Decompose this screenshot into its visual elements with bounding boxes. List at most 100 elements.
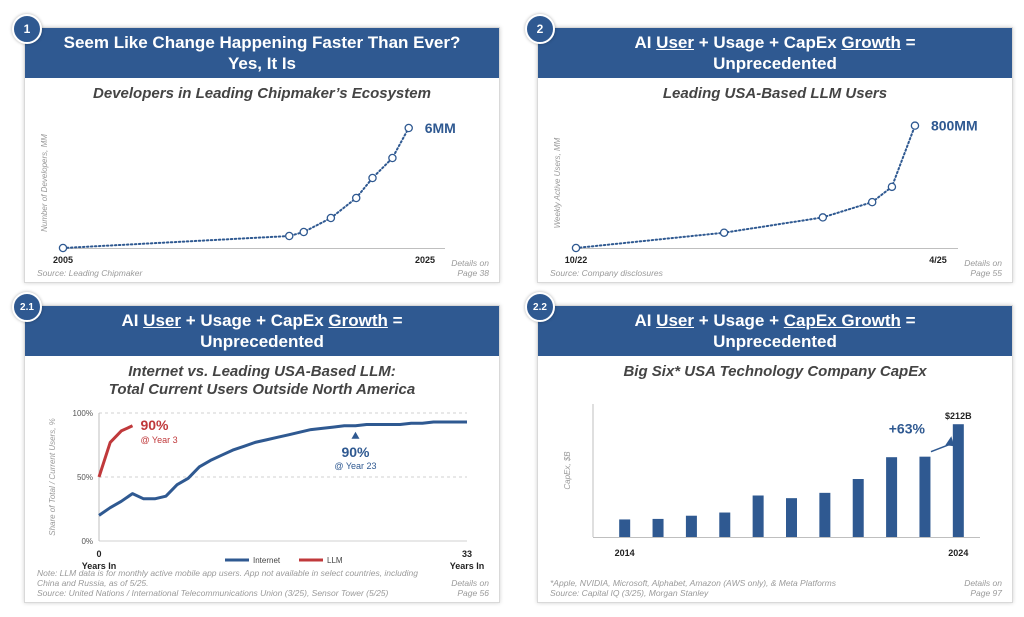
panel-2-subtitle: Leading USA-Based LLM Users bbox=[662, 85, 888, 102]
panel-3-details-line2: Page 56 bbox=[457, 588, 489, 598]
llm-users-point-1 bbox=[719, 228, 729, 237]
developers-point-5 bbox=[368, 173, 377, 183]
panel-1-header: Seem Like Change Happening Faster Than E… bbox=[25, 28, 499, 78]
panel-4-header-line1: AI User + Usage + CapEx Growth = bbox=[634, 310, 915, 331]
developers-point-0 bbox=[58, 243, 68, 253]
panel-4-header-part-c: + Usage + bbox=[693, 311, 784, 330]
capex-growth-arrowhead bbox=[945, 436, 955, 447]
panel-1-subtitle: Developers in Leading Chipmaker’s Ecosys… bbox=[93, 85, 431, 102]
developers-point-3 bbox=[326, 213, 336, 223]
llm-users-x-tick-start: 10/22 bbox=[565, 255, 588, 265]
developers-point-7 bbox=[404, 123, 413, 133]
internet-annotation-arrow bbox=[351, 431, 360, 439]
panel-4-badge: 2.2 bbox=[525, 292, 555, 322]
panel-1-header-line2: Yes, It Is bbox=[227, 54, 297, 73]
internet-llm-y-axis-label: Share of Total / Current Users, % bbox=[48, 418, 57, 536]
capex-bar-2018 bbox=[752, 495, 764, 537]
panel-2-header-part-b: User bbox=[656, 33, 694, 52]
panel-4-details-line2: Page 97 bbox=[970, 588, 1002, 598]
capex-bar-2017 bbox=[719, 512, 731, 537]
internet-llm-series-llm bbox=[97, 424, 134, 478]
internet-annotation-year: @ Year 23 bbox=[334, 461, 376, 471]
panel-1-header-line1: Seem Like Change Happening Faster Than E… bbox=[63, 33, 461, 52]
panel-1-source: Source: Leading Chipmaker bbox=[37, 268, 143, 278]
panel-2-details: Details on Page 55 bbox=[964, 258, 1002, 278]
capex-bar-2016 bbox=[685, 515, 697, 537]
capex-bar-2015 bbox=[652, 518, 664, 537]
capex-x-tick-start: 2014 bbox=[615, 548, 635, 558]
internet-vs-llm-chart: Share of Total / Current Users, % 100% 50%… bbox=[48, 409, 485, 571]
capex-growth-arrow-line bbox=[930, 443, 951, 453]
panel-1-details-line1: Details on bbox=[451, 258, 489, 268]
internet-llm-series-internet bbox=[98, 420, 467, 517]
internet-llm-y-tick-2: 0% bbox=[81, 537, 93, 546]
panel-3-header-part-b: User bbox=[143, 311, 181, 330]
panel-1-badge: 1 bbox=[12, 14, 42, 44]
panel-llm-users: AI User + Usage + CapEx Growth = Unprece… bbox=[537, 27, 1013, 283]
developers-series-line bbox=[62, 127, 410, 249]
llm-users-point-4 bbox=[887, 182, 897, 192]
capex-bar-2019 bbox=[786, 498, 797, 537]
panel-2-header-line1: AI User + Usage + CapEx Growth = bbox=[634, 32, 915, 53]
panel-4-details-line1: Details on bbox=[964, 578, 1002, 588]
capex-x-tick-end: 2024 bbox=[948, 548, 968, 558]
internet-llm-x-tick-end: 33 bbox=[462, 549, 472, 559]
panel-3-subtitle-line1: Internet vs. Leading USA-Based LLM: bbox=[128, 363, 396, 380]
capex-growth-label: +63% bbox=[889, 421, 926, 437]
developers-point-1 bbox=[284, 231, 294, 241]
llm-users-chart: Weekly Active Users, MM 10/22 4/25 800MM bbox=[553, 118, 978, 265]
developers-chart: Number of Developers, MM 2005 2025 6MM bbox=[40, 120, 456, 265]
capex-bar-2024 bbox=[952, 424, 964, 537]
panel-2-header-part-d: Growth bbox=[841, 33, 901, 52]
panel-3-details-line1: Details on bbox=[451, 578, 489, 588]
panel-2-header-part-c: + Usage + CapEx bbox=[693, 33, 842, 52]
capex-end-label: $212B bbox=[945, 411, 972, 421]
panel-3-note-line1: Note: LLM data is for monthly active mob… bbox=[37, 568, 418, 578]
llm-users-point-3 bbox=[867, 197, 877, 207]
internet-llm-x-tick-start: 0 bbox=[96, 549, 101, 559]
capex-y-axis-label: CapEx, $B bbox=[563, 451, 572, 490]
developers-point-4 bbox=[351, 193, 361, 203]
internet-annotation-value: 90% bbox=[341, 444, 370, 460]
llm-users-point-0 bbox=[571, 243, 581, 253]
panel-3-header-part-a: AI bbox=[121, 311, 144, 330]
panel-3-subtitle-line2: Total Current Users Outside North Americ… bbox=[108, 381, 416, 398]
panel-3-header-part-d: Growth bbox=[328, 311, 388, 330]
developers-point-6 bbox=[388, 153, 397, 163]
panel-4-subtitle: Big Six* USA Technology Company CapEx bbox=[623, 363, 927, 380]
panel-4-header: AI User + Usage + CapEx Growth = Unprece… bbox=[538, 306, 1012, 356]
panel-2-details-line2: Page 55 bbox=[970, 268, 1002, 278]
panel-3-header-line2: Unprecedented bbox=[200, 332, 324, 351]
panel-2-badge: 2 bbox=[525, 14, 555, 44]
panel-2-header-line2: Unprecedented bbox=[713, 54, 837, 73]
internet-llm-y-tick-0: 100% bbox=[73, 409, 93, 418]
llm-users-y-axis-label: Weekly Active Users, MM bbox=[553, 137, 562, 228]
panel-3-note-line2: China and Russia, as of 5/25. bbox=[37, 578, 149, 588]
panel-3-source: Source: United Nations / International T… bbox=[37, 588, 389, 598]
developers-end-label: 6MM bbox=[425, 120, 456, 136]
panel-2-header: AI User + Usage + CapEx Growth = Unprece… bbox=[538, 28, 1012, 78]
legend-label-internet: Internet bbox=[253, 556, 281, 565]
panel-4-header-part-e: = bbox=[900, 311, 916, 330]
internet-llm-x-tick-end-sub: Years In bbox=[450, 561, 485, 571]
capex-bar-2020 bbox=[819, 492, 831, 537]
panel-capex: AI User + Usage + CapEx Growth = Unprece… bbox=[537, 305, 1013, 603]
panel-2-header-part-e: = bbox=[900, 33, 916, 52]
capex-bar-2023 bbox=[919, 456, 931, 537]
llm-annotation-year: @ Year 3 bbox=[140, 435, 177, 445]
capex-bar-2014 bbox=[619, 519, 631, 537]
panel-4-source: Source: Capital IQ (3/25), Morgan Stanle… bbox=[550, 588, 709, 598]
internet-llm-y-tick-1: 50% bbox=[77, 473, 93, 482]
panel-developers: Seem Like Change Happening Faster Than E… bbox=[24, 27, 500, 283]
panel-2-details-line1: Details on bbox=[964, 258, 1002, 268]
internet-llm-x-tick-start-sub: Years In bbox=[82, 561, 117, 571]
developers-point-2 bbox=[299, 227, 308, 237]
panel-2-header-part-a: AI bbox=[634, 33, 657, 52]
capex-bar-2022 bbox=[886, 457, 898, 537]
llm-users-point-5 bbox=[910, 121, 920, 130]
capex-bar-2021 bbox=[852, 479, 864, 537]
panel-3-badge: 2.1 bbox=[12, 292, 42, 322]
developers-x-tick-start: 2005 bbox=[53, 255, 73, 265]
panel-2-source: Source: Company disclosures bbox=[550, 268, 663, 278]
legend-label-llm: LLM bbox=[327, 556, 343, 565]
